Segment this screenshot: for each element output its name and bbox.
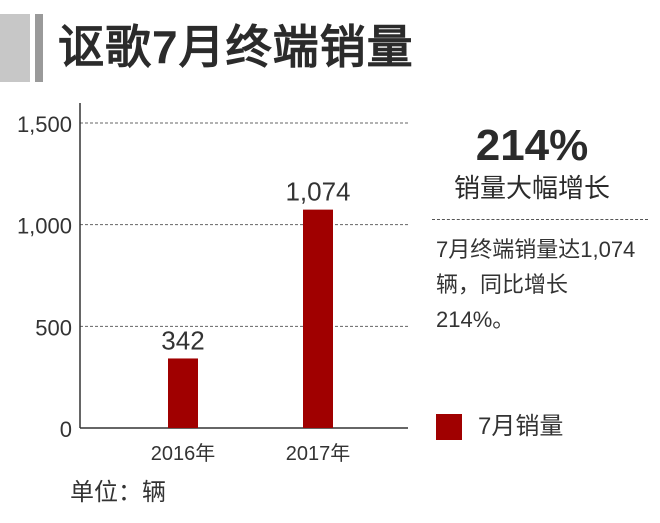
title-accent-stripe [35,14,43,82]
x-tick-label: 2016年 [151,442,216,465]
legend-swatch [436,414,462,440]
page-title: 讴歌7月终端销量 [58,21,414,73]
bar-data-label: 1,074 [285,177,350,207]
unit-label: 单位：辆 [70,479,166,506]
bar [168,358,198,428]
legend-label: 7月销量 [478,413,564,440]
y-tick-label: 0 [60,417,72,442]
sales-description: 7月终端销量达1,074辆，同比增长214%。 [436,237,636,332]
title-bar: 讴歌7月终端销量 [0,0,660,90]
x-tick-label: 2017年 [286,442,351,465]
title-accent-block [0,14,30,82]
growth-label: 销量大幅增长 [453,173,610,203]
y-tick-label: 500 [35,315,72,340]
y-tick-label: 1,500 [17,112,72,137]
panel-divider [432,219,648,220]
bar [303,209,333,428]
bar-data-label: 342 [161,325,204,355]
title-accent-gap [30,14,35,82]
growth-percentage: 214% [475,121,589,170]
y-tick-label: 1,000 [17,214,72,239]
